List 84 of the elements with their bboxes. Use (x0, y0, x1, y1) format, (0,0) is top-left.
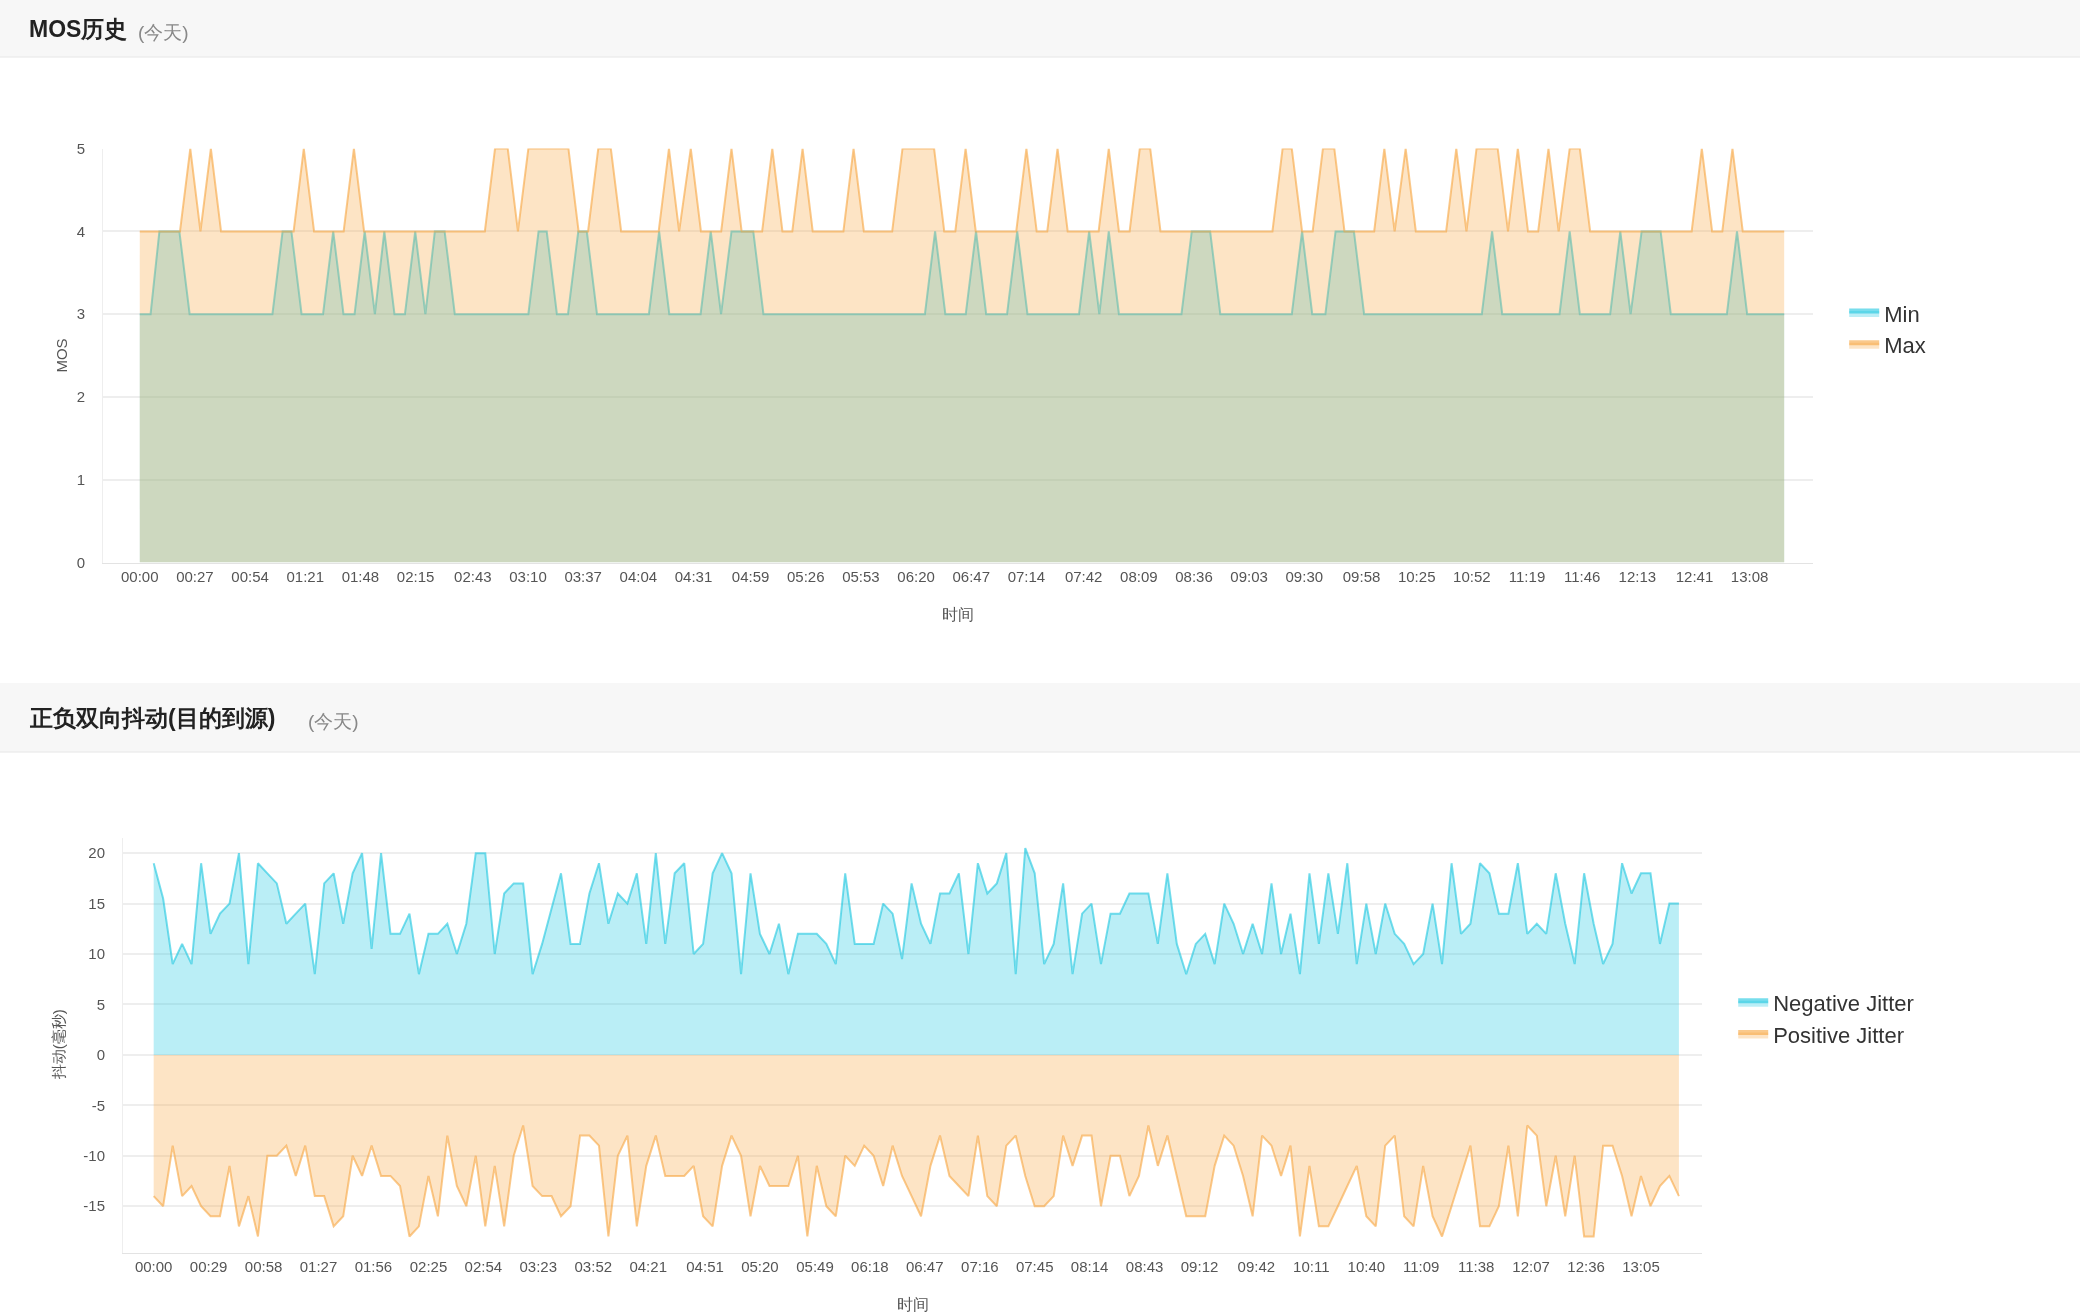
y-tick-label: 15 (88, 894, 105, 912)
y-tick-label: 3 (76, 305, 85, 323)
x-tick-label: 03:37 (564, 567, 602, 585)
x-tick-label: 01:56 (354, 1257, 393, 1275)
y-tick-label: 5 (76, 139, 85, 157)
x-tick-label: 09:30 (1285, 567, 1324, 585)
x-tick-label: 09:03 (1230, 567, 1268, 585)
x-tick-label: 05:53 (842, 567, 880, 585)
x-tick-label: 02:54 (464, 1257, 503, 1275)
y-tick-label: 4 (76, 222, 85, 240)
x-tick-label: 03:52 (574, 1257, 613, 1275)
legend-label: Max (1884, 333, 1926, 359)
x-tick-label: 01:48 (341, 567, 380, 585)
x-tick-label: 09:58 (1342, 567, 1381, 585)
x-tick-label: 11:19 (1508, 567, 1546, 585)
x-tick-label: 03:23 (519, 1257, 558, 1275)
x-tick-label: 07:16 (961, 1257, 999, 1275)
x-tick-label: 08:14 (1070, 1257, 1109, 1275)
chart-subtitle: (今天) (308, 711, 359, 732)
x-tick-label: 11:38 (1457, 1257, 1495, 1275)
x-tick-label: 01:21 (286, 567, 325, 585)
x-tick-label: 07:42 (1064, 567, 1103, 585)
x-tick-label: 00:27 (176, 567, 214, 585)
x-tick-label: 10:25 (1397, 567, 1436, 585)
x-tick-label: 11:09 (1402, 1257, 1440, 1275)
x-tick-label: 12:13 (1618, 567, 1657, 585)
y-tick-label: 0 (96, 1046, 105, 1064)
x-tick-label: 12:36 (1567, 1257, 1605, 1275)
x-tick-label: 00:58 (244, 1257, 283, 1275)
x-tick-label: 08:36 (1175, 567, 1213, 585)
y-tick-label: 10 (88, 945, 105, 963)
legend-label: Negative Jitter (1773, 991, 1914, 1017)
legend-label: Min (1884, 301, 1920, 327)
x-axis-title: 时间 (942, 606, 974, 623)
x-tick-label: 09:12 (1180, 1257, 1219, 1275)
y-tick-label: 2 (76, 388, 85, 406)
x-tick-label: 04:04 (619, 567, 658, 585)
x-tick-label: 02:25 (409, 1257, 448, 1275)
x-tick-label: 00:54 (231, 567, 269, 585)
chart-subtitle: (今天) (138, 22, 189, 43)
x-tick-label: 08:43 (1125, 1257, 1164, 1275)
x-tick-label: 10:52 (1453, 567, 1491, 585)
y-tick-label: -5 (91, 1096, 105, 1114)
x-tick-label: 04:59 (731, 567, 770, 585)
x-tick-label: 01:27 (299, 1257, 338, 1275)
x-tick-label: 07:45 (1015, 1257, 1054, 1275)
x-tick-label: 09:42 (1237, 1257, 1276, 1275)
x-tick-label: 06:47 (952, 567, 991, 585)
x-tick-label: 00:00 (134, 1257, 173, 1275)
y-axis-title: 抖动(毫秒) (49, 1009, 67, 1081)
x-tick-label: 03:10 (509, 567, 547, 585)
x-tick-label: 04:51 (686, 1257, 724, 1275)
x-tick-label: 05:26 (786, 567, 825, 585)
y-axis-title: MOS (53, 338, 71, 373)
x-tick-label: 11:46 (1563, 567, 1601, 585)
x-tick-label: 00:29 (189, 1257, 228, 1275)
x-tick-label: 02:15 (396, 567, 435, 585)
x-tick-label: 06:47 (906, 1257, 944, 1275)
x-axis-title: 时间 (897, 1296, 929, 1313)
y-tick-label: -10 (83, 1147, 105, 1165)
y-tick-label: 0 (76, 553, 85, 571)
x-tick-label: 02:43 (454, 567, 492, 585)
x-tick-label: 08:09 (1120, 567, 1158, 585)
x-tick-label: 13:08 (1730, 567, 1769, 585)
x-tick-label: 04:21 (629, 1257, 667, 1275)
y-tick-label: 1 (76, 470, 85, 488)
x-tick-label: 06:20 (897, 567, 935, 585)
x-tick-label: 05:49 (796, 1257, 834, 1275)
y-tick-label: 5 (96, 995, 105, 1013)
x-tick-label: 12:41 (1675, 567, 1714, 585)
x-tick-label: 12:07 (1512, 1257, 1550, 1275)
x-tick-label: 13:05 (1622, 1257, 1660, 1275)
x-tick-label: 10:40 (1347, 1257, 1386, 1275)
y-tick-label: -15 (83, 1197, 105, 1215)
x-tick-label: 05:20 (741, 1257, 779, 1275)
chart-title: 正负双向抖动(目的到源) (29, 705, 276, 731)
chart-title: MOS历史 (29, 16, 128, 42)
legend-label: Positive Jitter (1773, 1022, 1905, 1048)
x-tick-label: 10:11 (1293, 1257, 1330, 1275)
x-tick-label: 00:00 (121, 567, 159, 585)
x-tick-label: 07:14 (1007, 567, 1046, 585)
x-tick-label: 04:31 (674, 567, 713, 585)
y-tick-label: 20 (88, 844, 105, 862)
x-tick-label: 06:18 (851, 1257, 889, 1275)
